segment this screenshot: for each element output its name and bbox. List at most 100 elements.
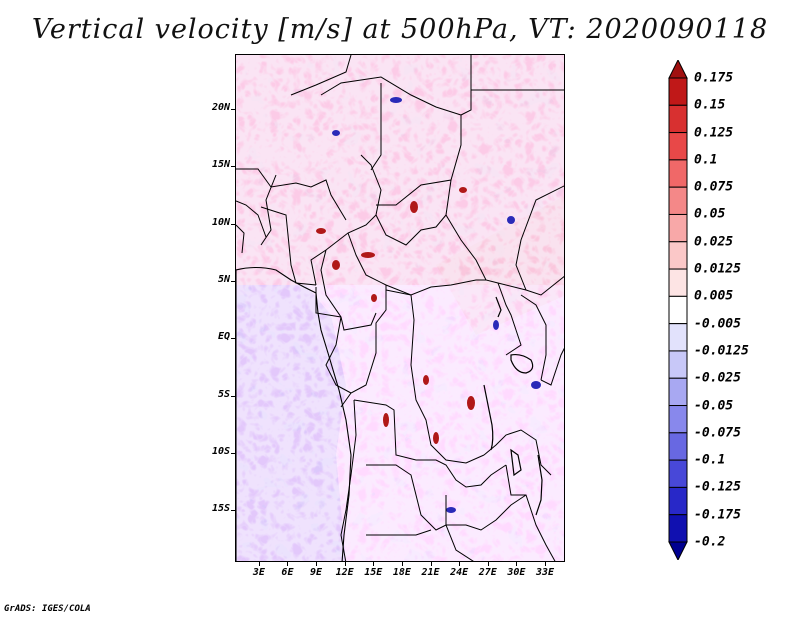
colorbar-level-label: -0.025	[694, 370, 741, 386]
colorbar-box	[668, 459, 688, 488]
boundary-line	[236, 224, 245, 254]
boundary-line	[483, 429, 552, 476]
colorbar-level-label: -0.1	[694, 452, 726, 468]
colorbar-level-label: 0.15	[694, 97, 726, 113]
boundary-line	[370, 83, 382, 171]
longitude-label: 15E	[364, 567, 383, 578]
updraft-cell	[361, 252, 375, 258]
colorbar-level-label: 0.005	[694, 288, 734, 304]
downdraft-cell	[390, 97, 402, 103]
colorbar-max-triangle	[668, 60, 688, 79]
colorbar-box	[668, 104, 688, 134]
white-speckle-overlay	[236, 55, 564, 561]
colorbar-box	[668, 350, 688, 379]
strong-downdraft-cells	[332, 97, 541, 513]
longitude-label: 9E	[310, 567, 323, 578]
longitude-tick	[345, 562, 346, 566]
updraft-cell	[423, 375, 429, 385]
longitude-label: 27E	[478, 567, 497, 578]
latitude-label: EQ	[217, 331, 230, 343]
colorbar-level-label: 0.125	[694, 125, 734, 141]
longitude-tick	[259, 562, 260, 566]
latitude-label: 15S	[211, 503, 230, 515]
longitude-tick	[373, 562, 374, 566]
boundary-line	[366, 464, 527, 531]
colorbar-level-label: 0.025	[694, 234, 734, 250]
lake-mweru	[510, 448, 522, 477]
downdraft-cell	[493, 320, 499, 330]
lake-victoria	[510, 353, 534, 374]
longitude-tick	[488, 562, 489, 566]
grads-credit: GrADS: IGES/COLA	[4, 604, 91, 614]
velocity-field-map	[236, 55, 564, 561]
boundary-line	[445, 495, 474, 561]
strong-updraft-cells	[316, 187, 475, 444]
boundary-line	[520, 294, 547, 381]
colorbar-box	[668, 186, 688, 215]
longitude-label: 30E	[507, 567, 526, 578]
updraft-cell	[410, 201, 418, 213]
chart-title: Vertical velocity [m/s] at 500hPa, VT: 2…	[31, 14, 769, 45]
colorbar-box	[668, 405, 688, 434]
colorbar	[668, 60, 688, 560]
lake-tanganyika	[483, 384, 494, 451]
boundary-line	[366, 529, 432, 536]
boundary-line	[236, 200, 267, 238]
colorbar-level-label: -0.075	[694, 425, 741, 441]
colorbar-box	[668, 268, 688, 297]
colorbar-box	[668, 77, 688, 106]
updraft-cell	[433, 432, 439, 444]
downdraft-cell	[332, 130, 340, 136]
colorbar-level-label: -0.005	[694, 316, 741, 332]
colorbar-level-label: 0.1	[694, 152, 718, 168]
latitude-tick	[231, 510, 235, 511]
colorbar-level-label: -0.05	[694, 398, 734, 414]
latitude-label: 20N	[211, 102, 230, 114]
longitude-label: 3E	[252, 567, 265, 578]
colorbar-level-label: 0.0125	[694, 261, 741, 277]
latitude-label: 10S	[211, 446, 230, 458]
downdraft-cell	[446, 507, 456, 513]
boundary-line	[340, 399, 357, 561]
longitude-tick	[287, 562, 288, 566]
updraft-cell	[371, 294, 377, 302]
longitude-tick	[459, 562, 460, 566]
boundary-line	[260, 174, 277, 246]
updraft-cell	[467, 396, 475, 410]
map-panel	[235, 54, 565, 562]
longitude-label: 6E	[281, 567, 294, 578]
longitude-tick	[402, 562, 403, 566]
longitude-label: 12E	[335, 567, 354, 578]
colorbar-level-label: 0.05	[694, 206, 726, 222]
lake-albert	[495, 296, 502, 318]
latitude-tick	[231, 224, 235, 225]
colorbar-box	[668, 432, 688, 461]
longitude-tick	[431, 562, 432, 566]
colorbar-box	[668, 159, 688, 188]
boundary-line	[236, 168, 347, 221]
colorbar-box	[668, 514, 688, 543]
boundary-line	[460, 55, 472, 116]
updraft-cell	[332, 260, 340, 270]
latitude-tick	[231, 109, 235, 110]
updraft-cell	[459, 187, 467, 193]
lake-malawi	[535, 454, 543, 516]
colorbar-level-label: -0.175	[694, 507, 741, 523]
boundary-line	[385, 289, 485, 464]
colorbar-box	[668, 241, 688, 270]
latitude-tick	[231, 281, 235, 282]
longitude-tick	[516, 562, 517, 566]
latitude-tick	[231, 396, 235, 397]
colorbar-box	[668, 213, 688, 243]
country-boundaries	[236, 55, 564, 561]
colorbar-level-label: 0.175	[694, 70, 734, 86]
boundary-line	[540, 347, 564, 386]
boundary-line	[310, 154, 382, 286]
colorbar-min-triangle	[668, 541, 688, 560]
boundary-line	[353, 399, 507, 488]
longitude-tick	[316, 562, 317, 566]
colorbar-level-label: -0.125	[694, 479, 741, 495]
colorbar-box	[668, 323, 688, 352]
boundary-line	[497, 282, 522, 356]
downdraft-cell	[507, 216, 515, 224]
